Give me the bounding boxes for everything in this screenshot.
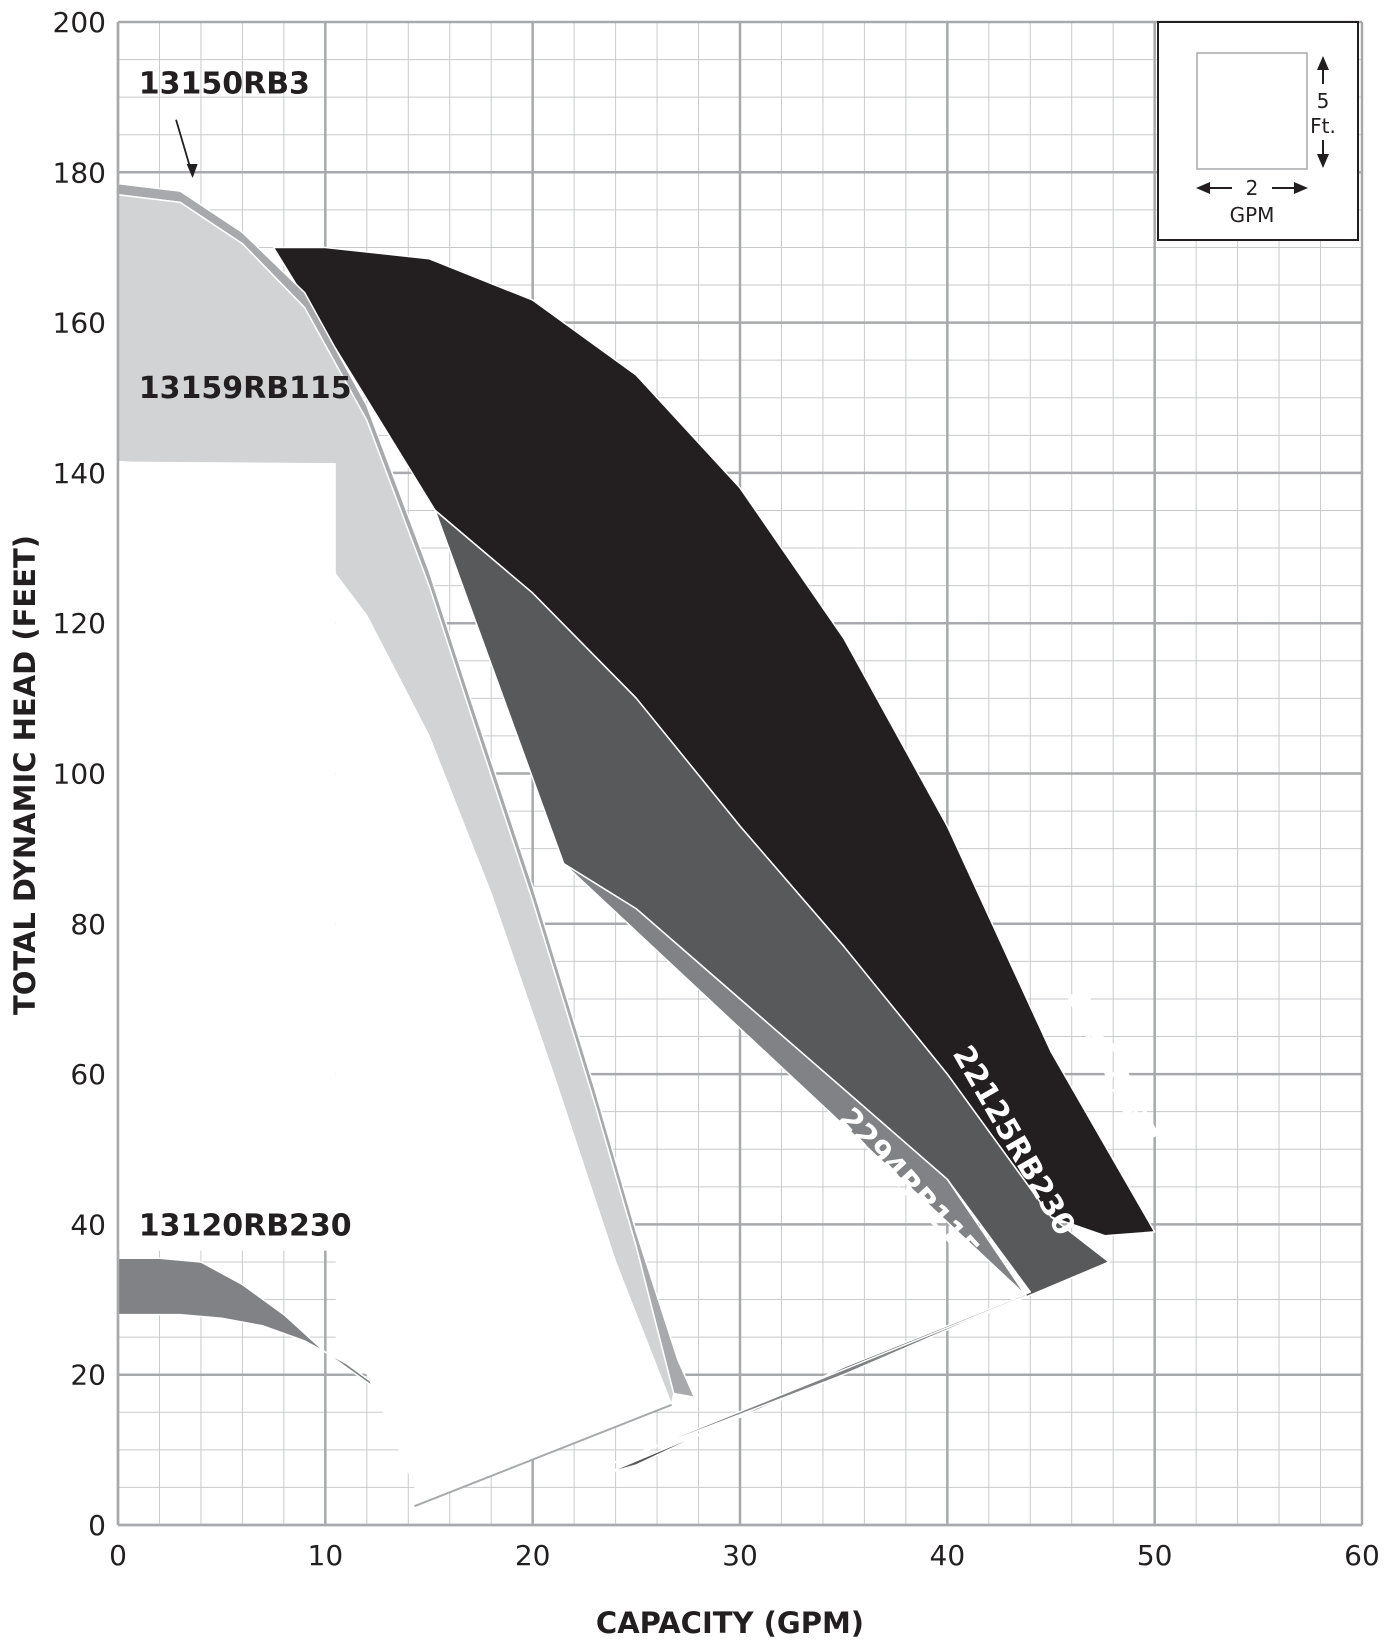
x-tick-label: 40 — [930, 1539, 966, 1572]
scale-right-arrowhead — [1294, 182, 1308, 194]
label-13150rb3: 13150RB3 — [139, 66, 310, 101]
x-tick-label: 50 — [1137, 1539, 1173, 1572]
white-fill-region — [118, 461, 672, 1508]
x-tick-label: 30 — [722, 1539, 758, 1572]
scale-down-arrowhead — [1317, 154, 1329, 168]
x-tick-label: 10 — [308, 1539, 344, 1572]
x-tick-label: 20 — [515, 1539, 551, 1572]
axes — [116, 22, 1362, 1527]
white-region-edge — [414, 1403, 672, 1508]
grid-scale-legend: 5 Ft. 2 GPM — [1157, 21, 1359, 241]
chart-white-region — [118, 461, 672, 1508]
scale-horizontal-value: 2 — [1246, 176, 1259, 200]
scale-vertical-unit: Ft. — [1310, 114, 1336, 138]
scale-horizontal-unit: GPM — [1230, 203, 1275, 227]
band-2294rb115 — [563, 862, 1027, 1470]
y-tick-label: 120 — [53, 607, 106, 640]
y-tick-label: 60 — [70, 1058, 106, 1091]
label-13159rb115: 13159RB115 — [139, 371, 352, 406]
label-13150rb3-arrowhead — [186, 164, 198, 179]
y-tick-label: 20 — [70, 1359, 106, 1392]
x-tick-labels: 0 10 20 30 40 50 60 — [109, 1539, 1380, 1572]
y-tick-label: 180 — [53, 156, 106, 189]
label-13120rb230: 13120RB230 — [139, 1209, 352, 1244]
y-axis-title: TOTAL DYNAMIC HEAD (FEET) — [8, 535, 42, 1015]
scale-left-arrowhead — [1196, 182, 1210, 194]
x-axis-title: CAPACITY (GPM) — [596, 1606, 864, 1640]
y-tick-label: 0 — [88, 1509, 106, 1542]
x-tick-label: 0 — [109, 1539, 127, 1572]
scale-vertical-value: 5 — [1317, 89, 1330, 113]
y-tick-label: 200 — [53, 6, 106, 39]
y-tick-label: 40 — [70, 1208, 106, 1241]
x-tick-label: 60 — [1344, 1539, 1380, 1572]
scale-legend-square — [1196, 52, 1308, 170]
y-tick-label: 160 — [53, 307, 106, 340]
y-tick-labels: 0 20 40 60 80 100 120 140 160 180 200 — [53, 6, 106, 1542]
y-tick-label: 140 — [53, 457, 106, 490]
white-fill-left — [118, 463, 336, 1251]
y-tick-label: 100 — [53, 758, 106, 791]
y-tick-label: 80 — [70, 908, 106, 941]
scale-up-arrowhead — [1317, 56, 1329, 70]
